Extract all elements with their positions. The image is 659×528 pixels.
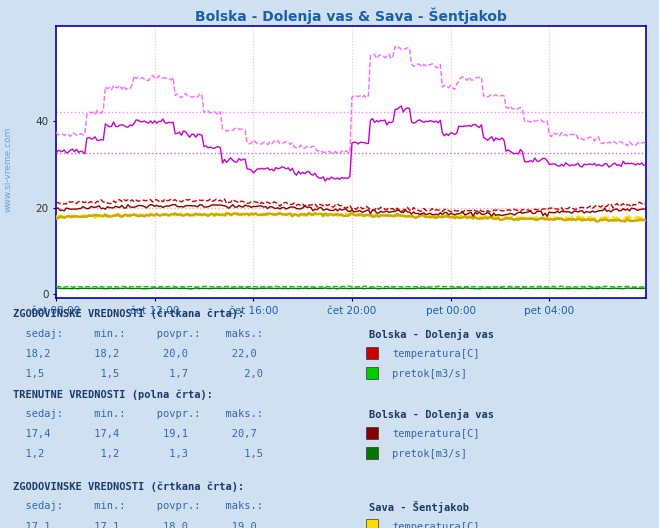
Text: pretok[m3/s]: pretok[m3/s] (392, 449, 467, 459)
Text: TRENUTNE VREDNOSTI (polna črta):: TRENUTNE VREDNOSTI (polna črta): (13, 389, 213, 400)
Text: ZGODOVINSKE VREDNOSTI (črtkana črta):: ZGODOVINSKE VREDNOSTI (črtkana črta): (13, 309, 244, 319)
Text: temperatura[C]: temperatura[C] (392, 349, 480, 359)
Text: Bolska - Dolenja vas: Bolska - Dolenja vas (369, 329, 494, 340)
Text: sedaj:     min.:     povpr.:    maks.:: sedaj: min.: povpr.: maks.: (13, 409, 263, 419)
Text: Sava - Šentjakob: Sava - Šentjakob (369, 502, 469, 514)
Text: sedaj:     min.:     povpr.:    maks.:: sedaj: min.: povpr.: maks.: (13, 502, 263, 512)
Text: www.si-vreme.com: www.si-vreme.com (4, 126, 13, 212)
Text: 18,2       18,2       20,0       22,0: 18,2 18,2 20,0 22,0 (13, 349, 257, 359)
Title: Bolska - Dolenja vas & Sava - Šentjakob: Bolska - Dolenja vas & Sava - Šentjakob (195, 7, 507, 24)
Text: 17,1       17,1       18,0       19,0: 17,1 17,1 18,0 19,0 (13, 522, 257, 528)
Text: ZGODOVINSKE VREDNOSTI (črtkana črta):: ZGODOVINSKE VREDNOSTI (črtkana črta): (13, 482, 244, 492)
Text: temperatura[C]: temperatura[C] (392, 522, 480, 528)
Text: 1,2         1,2        1,3         1,5: 1,2 1,2 1,3 1,5 (13, 449, 263, 459)
Text: Bolska - Dolenja vas: Bolska - Dolenja vas (369, 409, 494, 420)
Text: sedaj:     min.:     povpr.:    maks.:: sedaj: min.: povpr.: maks.: (13, 329, 263, 339)
Text: 17,4       17,4       19,1       20,7: 17,4 17,4 19,1 20,7 (13, 429, 257, 439)
Text: 1,5         1,5        1,7         2,0: 1,5 1,5 1,7 2,0 (13, 369, 263, 379)
Text: pretok[m3/s]: pretok[m3/s] (392, 369, 467, 379)
Text: temperatura[C]: temperatura[C] (392, 429, 480, 439)
